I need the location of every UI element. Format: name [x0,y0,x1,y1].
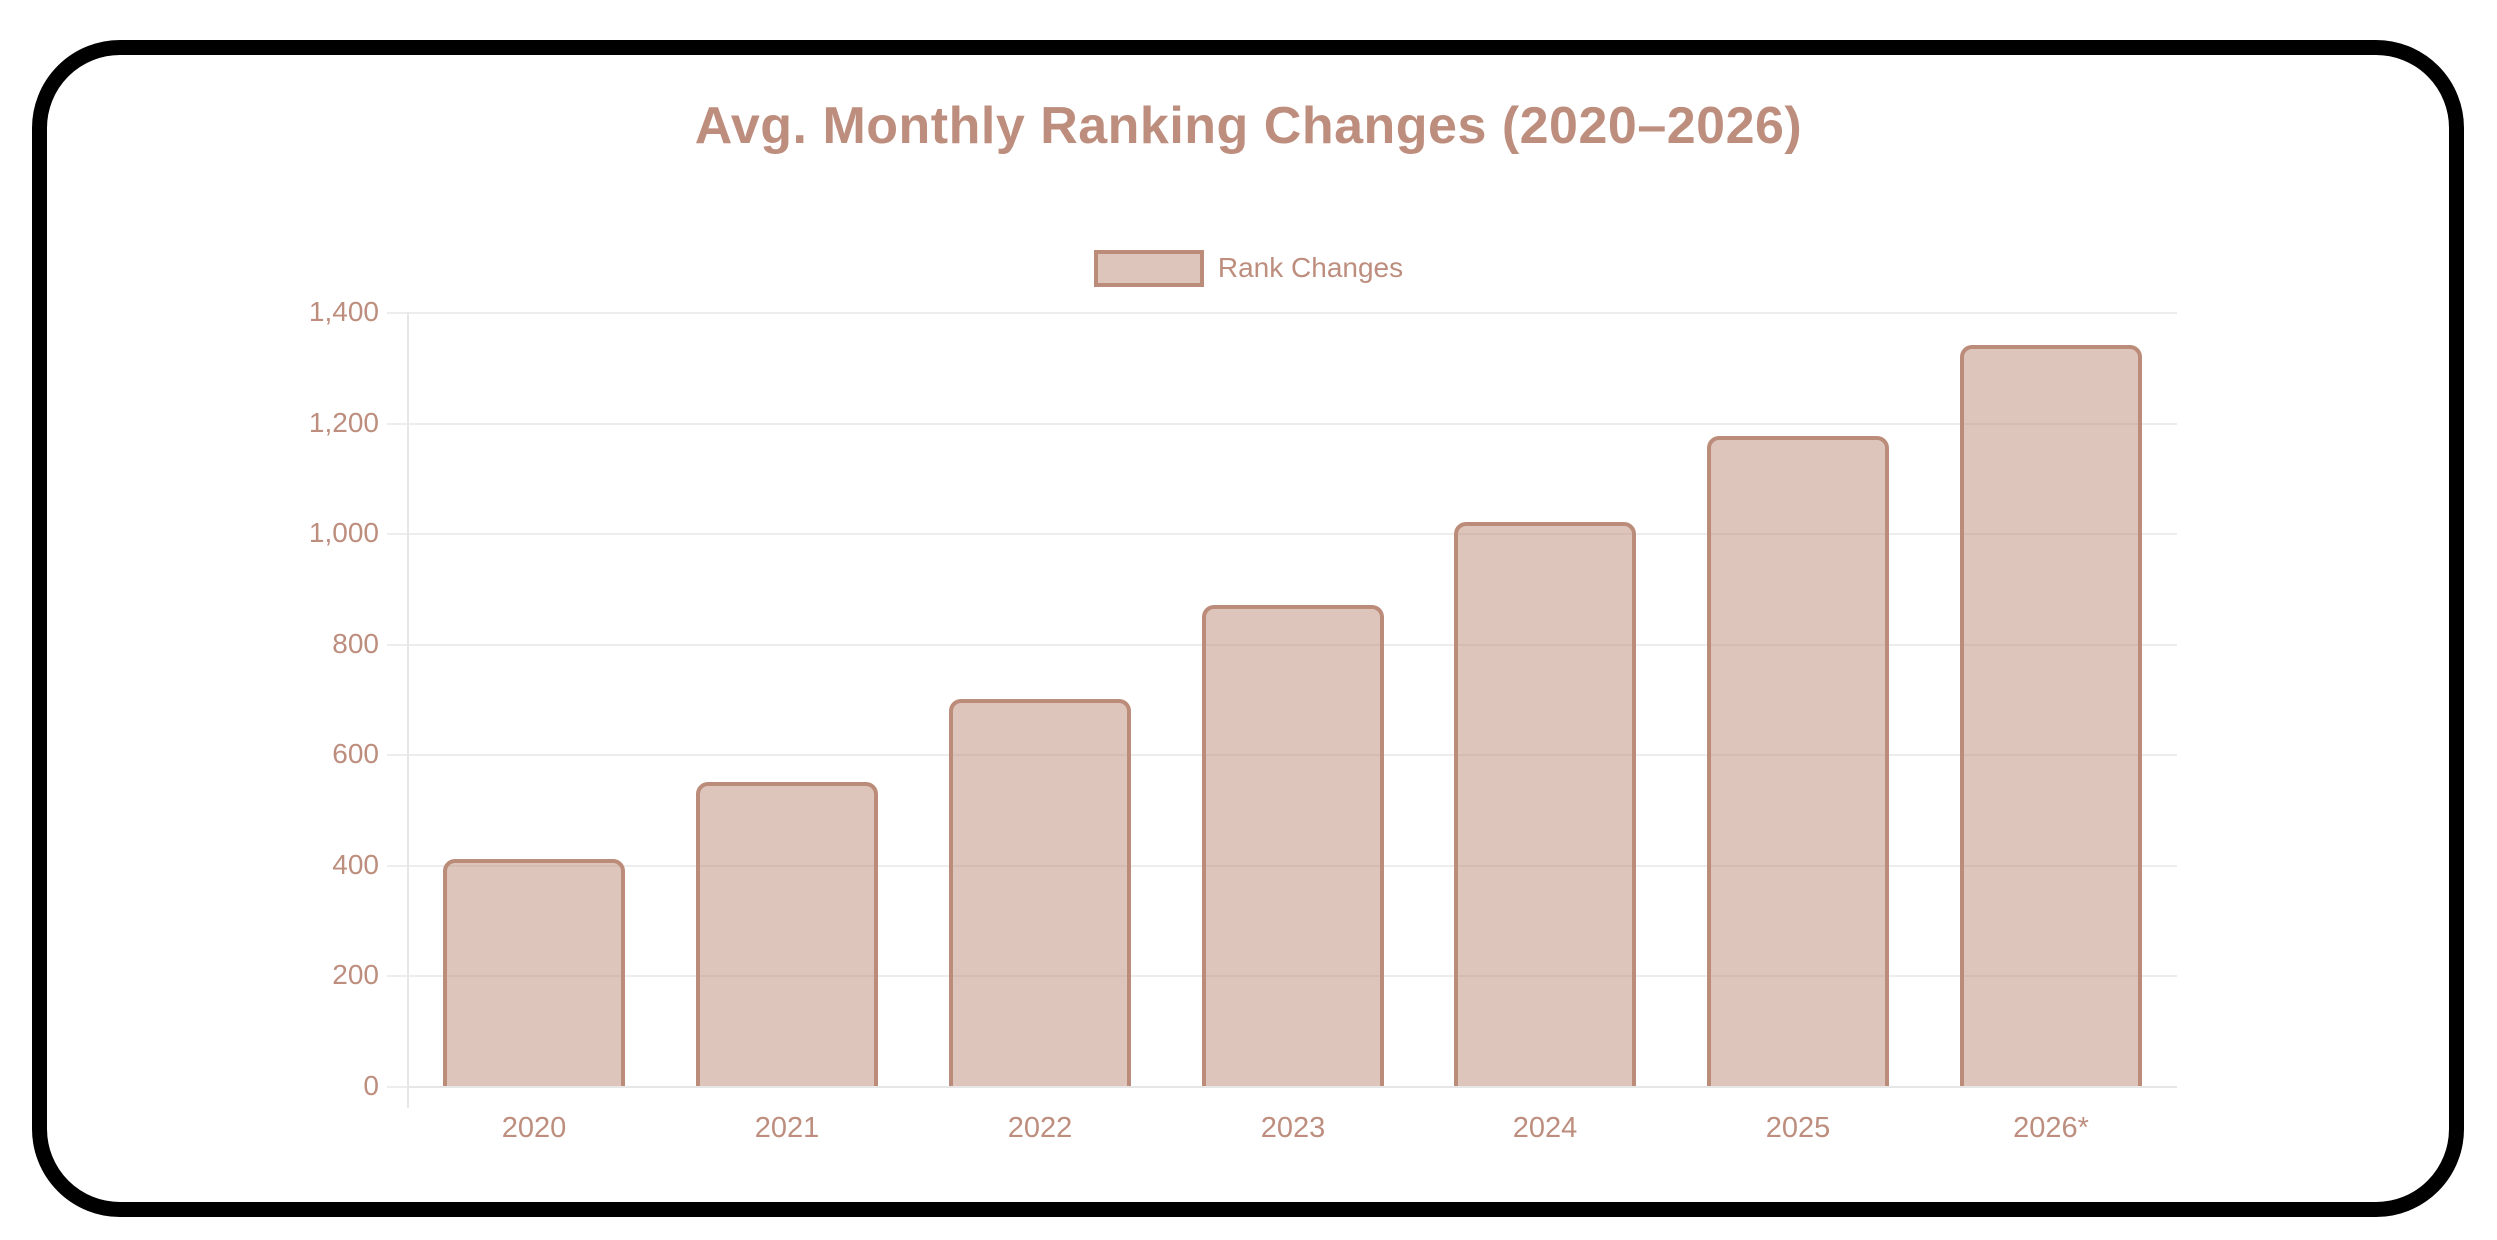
x-axis-label: 2023 [1260,1112,1326,1144]
y-axis-line [407,312,409,1108]
y-axis-tick [387,644,408,646]
y-axis-tick [387,423,408,425]
y-axis-tick [387,865,408,867]
bar-2021[interactable] [696,782,878,1086]
chart-title: Avg. Monthly Ranking Changes (2020–2026) [694,97,1803,155]
y-axis-tick [387,1086,408,1088]
x-axis-label: 2026* [2013,1112,2089,1144]
bar-2023[interactable] [1202,605,1384,1086]
y-axis-tick [387,533,408,535]
y-axis-tick [387,975,408,977]
y-axis-label: 200 [332,959,379,990]
bar-2024[interactable] [1454,522,1636,1086]
x-axis-line [408,1086,2177,1088]
bar-2020[interactable] [443,859,625,1086]
y-axis-label: 1,000 [308,517,379,548]
x-axis-label: 2024 [1512,1112,1578,1144]
x-axis-label: 2022 [1007,1112,1073,1144]
y-axis-label: 400 [332,849,379,880]
bar-2026[interactable] [1960,345,2142,1086]
legend-item-rank-changes[interactable]: Rank Changes [0,246,2497,290]
y-axis-label: 800 [332,628,379,659]
y-axis-label: 0 [363,1070,379,1101]
y-axis-label: 600 [332,738,379,769]
x-axis-label: 2020 [501,1112,567,1144]
x-axis-label: 2025 [1765,1112,1831,1144]
y-axis-label: 1,200 [308,407,379,438]
gridline [408,312,2177,314]
gridline [408,533,2177,535]
bar-2025[interactable] [1707,436,1889,1086]
gridline [408,423,2177,425]
y-axis-tick [387,312,408,314]
y-axis-tick [387,754,408,756]
y-axis-label: 1,400 [308,296,379,327]
x-axis-label: 2021 [754,1112,820,1144]
legend-label: Rank Changes [1217,252,1404,283]
legend-swatch [1093,249,1204,287]
bar-2022[interactable] [949,699,1131,1086]
